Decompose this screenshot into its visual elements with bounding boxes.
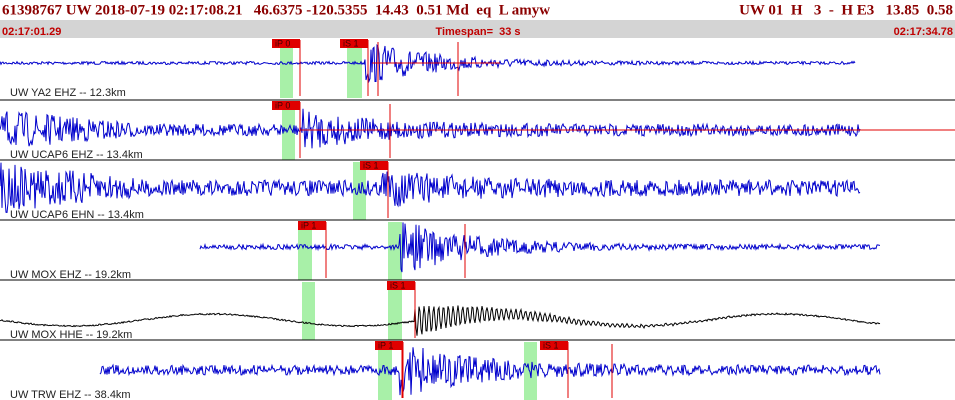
pick-label: iP 1 [378, 340, 393, 350]
timespan: Timespan= 33 s [435, 26, 520, 38]
pick-window [298, 222, 312, 280]
pick-label: iP 0 [275, 38, 290, 48]
waveform [0, 162, 861, 213]
pick-label: iS 1 [363, 160, 379, 170]
waveform [0, 305, 881, 336]
pick-flag [387, 281, 415, 290]
pick-flag [375, 341, 403, 350]
pick-label: iP 0 [275, 100, 290, 110]
trace-label: UW MOX HHE -- 19.2km [10, 329, 132, 341]
pick-window [302, 282, 315, 340]
trace-label: UW UCAP6 EHN -- 13.4km [10, 209, 144, 221]
trace-label: UW UCAP6 EHZ -- 13.4km [10, 149, 143, 161]
pick-label: iS 1 [543, 340, 559, 350]
trace-label: UW TRW EHZ -- 38.4km [10, 389, 131, 400]
event-header: 61398767 UW 2018-07-19 02:17:08.21 46.63… [2, 2, 550, 18]
pick-window [388, 222, 402, 280]
header-bg [0, 0, 955, 20]
traces: iP 0 iS 1 UW YA2 EHZ -- 12.3km iP 0 UW UCAP6… [0, 38, 955, 400]
trace-label: UW YA2 EHZ -- 12.3km [10, 87, 126, 99]
pick-window [280, 40, 293, 98]
pick-flag [272, 39, 300, 48]
pick-window [347, 40, 362, 98]
pick-window [282, 102, 295, 160]
pick-flag [272, 101, 300, 110]
pick-flag [298, 221, 326, 230]
trace-label: UW MOX EHZ -- 19.2km [10, 269, 131, 281]
pick-window [524, 342, 537, 400]
start-time: 02:17:01.29 [2, 26, 61, 38]
pick-window [388, 282, 402, 340]
pick-label: iS 1 [390, 280, 406, 290]
pick-label: iP 1 [301, 220, 316, 230]
waveform [199, 222, 881, 273]
waveform [0, 108, 861, 149]
pick-flag [540, 341, 568, 350]
channel-header: UW 01 H 3 - H E3 13.85 0.58 [739, 2, 953, 18]
pick-flag [360, 161, 388, 170]
pick-label: iS 1 [343, 38, 359, 48]
waveform [0, 43, 856, 84]
pick-flag [340, 39, 368, 48]
time-bar [0, 20, 955, 38]
waveform [99, 347, 881, 396]
end-time: 02:17:34.78 [894, 26, 953, 38]
